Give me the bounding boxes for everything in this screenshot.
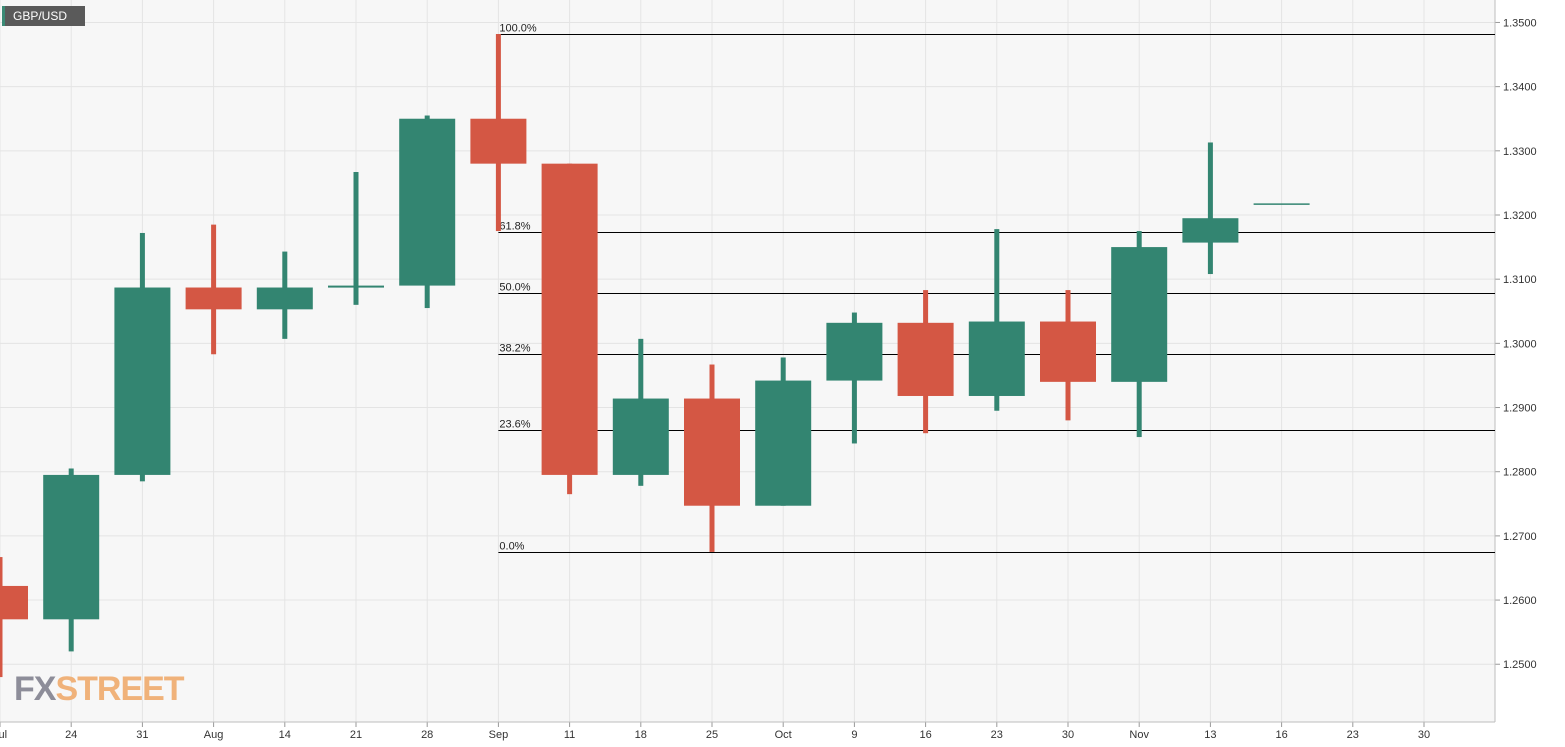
y-tick-label: 1.3500 bbox=[1503, 17, 1537, 29]
candle-wick bbox=[353, 171, 359, 305]
candle-body bbox=[826, 322, 883, 381]
fib-level-label: 23.6% bbox=[499, 419, 530, 431]
y-tick-label: 1.3200 bbox=[1503, 210, 1537, 222]
x-tick-label: 30 bbox=[1418, 729, 1430, 741]
candle-body bbox=[399, 118, 456, 286]
fib-level-label: 38.2% bbox=[499, 343, 530, 355]
x-tick-label: 16 bbox=[1275, 729, 1287, 741]
logo-part-street: STREET bbox=[55, 670, 184, 708]
logo-part-fx: FX bbox=[14, 670, 56, 708]
x-tick-label: 25 bbox=[706, 729, 718, 741]
x-tick-label: 18 bbox=[635, 729, 647, 741]
fib-level-label: 0.0% bbox=[499, 541, 524, 553]
plot-background bbox=[0, 0, 1495, 722]
candle-body bbox=[897, 322, 954, 396]
x-tick-label: 24 bbox=[65, 729, 77, 741]
candle-wick bbox=[1207, 142, 1213, 275]
x-tick-label: 11 bbox=[564, 729, 575, 741]
candle-wick bbox=[994, 229, 1000, 411]
fib-level-label: 50.0% bbox=[499, 282, 530, 294]
x-tick-label: Nov bbox=[1129, 729, 1149, 741]
y-tick-label: 1.3400 bbox=[1503, 82, 1537, 94]
candle-body bbox=[1182, 218, 1239, 243]
x-tick-label: 28 bbox=[421, 729, 433, 741]
candle-body bbox=[1040, 321, 1096, 382]
fib-level-label: 100.0% bbox=[499, 23, 537, 35]
symbol-badge: GBP/USD bbox=[2, 6, 85, 26]
x-tick-label: Oct bbox=[775, 729, 792, 741]
candle-body bbox=[0, 585, 28, 620]
x-tick-label: 13 bbox=[1204, 729, 1216, 741]
candle-body bbox=[968, 321, 1025, 396]
candle-body bbox=[684, 398, 740, 506]
x-tick-label: 30 bbox=[1062, 729, 1074, 741]
y-tick-label: 1.2900 bbox=[1503, 403, 1537, 415]
y-tick-label: 1.2700 bbox=[1503, 531, 1537, 543]
y-tick-label: 1.3300 bbox=[1503, 146, 1537, 158]
y-tick-label: 1.2500 bbox=[1503, 659, 1537, 671]
candle-body bbox=[755, 380, 812, 506]
x-tick-label: 21 bbox=[350, 729, 362, 741]
x-tick-label: Sep bbox=[489, 729, 509, 741]
x-tick-label: 9 bbox=[851, 729, 857, 741]
x-tick-label: Jul bbox=[0, 729, 7, 741]
x-tick-label: Aug bbox=[204, 729, 224, 741]
y-tick-label: 1.3000 bbox=[1503, 338, 1537, 350]
x-tick-label: 23 bbox=[991, 729, 1003, 741]
candle-body bbox=[612, 398, 669, 475]
candle-body bbox=[541, 163, 598, 475]
x-tick-label: 31 bbox=[136, 729, 148, 741]
x-tick-label: 14 bbox=[279, 729, 291, 741]
candle-body bbox=[1111, 247, 1168, 382]
y-tick-label: 1.2800 bbox=[1503, 467, 1537, 479]
fxstreet-logo: FXSTREET bbox=[14, 670, 185, 708]
candle-body bbox=[43, 474, 100, 620]
fib-level-label: 61.8% bbox=[499, 221, 530, 233]
candle-body bbox=[470, 118, 527, 164]
y-tick-label: 1.3100 bbox=[1503, 274, 1537, 286]
y-tick-label: 1.2600 bbox=[1503, 595, 1537, 607]
candle-body bbox=[185, 287, 242, 310]
candle-body bbox=[328, 285, 384, 288]
x-tick-label: 16 bbox=[919, 729, 931, 741]
x-tick-label: 23 bbox=[1347, 729, 1359, 741]
x-axis-background bbox=[0, 722, 1565, 747]
candle-body bbox=[256, 287, 313, 310]
y-axis-background bbox=[1495, 0, 1565, 747]
candle-body bbox=[114, 287, 171, 475]
